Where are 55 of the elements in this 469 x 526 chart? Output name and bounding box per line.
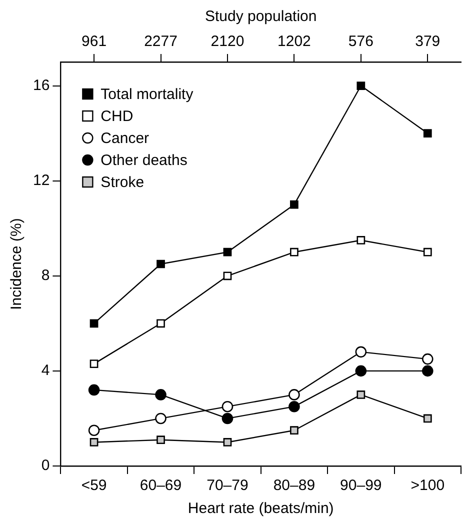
point xyxy=(156,319,165,328)
legend-label: Cancer xyxy=(100,130,150,148)
x-tick-label: 90–99 xyxy=(340,477,382,494)
point xyxy=(423,414,432,423)
point xyxy=(222,400,234,412)
point xyxy=(423,248,432,256)
x-tick-label: 80–89 xyxy=(273,477,316,494)
point xyxy=(290,248,298,256)
point xyxy=(356,236,366,244)
point xyxy=(290,200,298,209)
x-axis-title: Heart rate (beats/min) xyxy=(188,500,334,518)
point xyxy=(290,426,298,435)
legend-label: Total mortality xyxy=(100,86,194,104)
x-tick-label: >100 xyxy=(410,477,445,494)
point xyxy=(223,248,232,256)
point xyxy=(156,436,165,444)
y-tick-label: 16 xyxy=(32,76,50,94)
legend-label: Stroke xyxy=(100,174,144,192)
point xyxy=(422,353,434,365)
point xyxy=(90,319,98,328)
legend-label: CHD xyxy=(100,108,134,126)
point xyxy=(422,365,434,377)
x-tick-label: <59 xyxy=(81,477,107,494)
x-tick-label: 70–79 xyxy=(206,477,248,494)
annotation: 1202 xyxy=(278,33,311,50)
point xyxy=(356,82,366,90)
point xyxy=(88,424,100,436)
point xyxy=(222,412,234,424)
point xyxy=(155,412,166,424)
annotation: 2120 xyxy=(210,33,244,50)
x-tick-label: 60–69 xyxy=(140,477,182,494)
point xyxy=(223,438,232,446)
point xyxy=(88,384,100,396)
legend-label: Other deaths xyxy=(100,152,188,170)
point xyxy=(355,346,367,358)
y-tick-label: 4 xyxy=(41,362,50,380)
point xyxy=(223,272,232,280)
point xyxy=(355,365,367,377)
point xyxy=(90,438,98,446)
point xyxy=(90,360,98,368)
x2-axis-title: Study population xyxy=(204,8,317,26)
annotation: 2277 xyxy=(144,33,178,50)
annotation: 576 xyxy=(348,33,374,50)
y-tick-label: 0 xyxy=(41,457,50,474)
point xyxy=(155,389,166,400)
point xyxy=(288,400,300,412)
point xyxy=(356,390,366,399)
annotation: 379 xyxy=(415,33,440,50)
point xyxy=(288,389,300,400)
y-tick-label: 8 xyxy=(41,267,50,284)
y-tick-label: 12 xyxy=(32,172,50,189)
point xyxy=(423,129,432,138)
y-axis-title: Incidence (%) xyxy=(8,218,26,310)
annotation: 961 xyxy=(82,33,107,50)
point xyxy=(156,260,165,268)
